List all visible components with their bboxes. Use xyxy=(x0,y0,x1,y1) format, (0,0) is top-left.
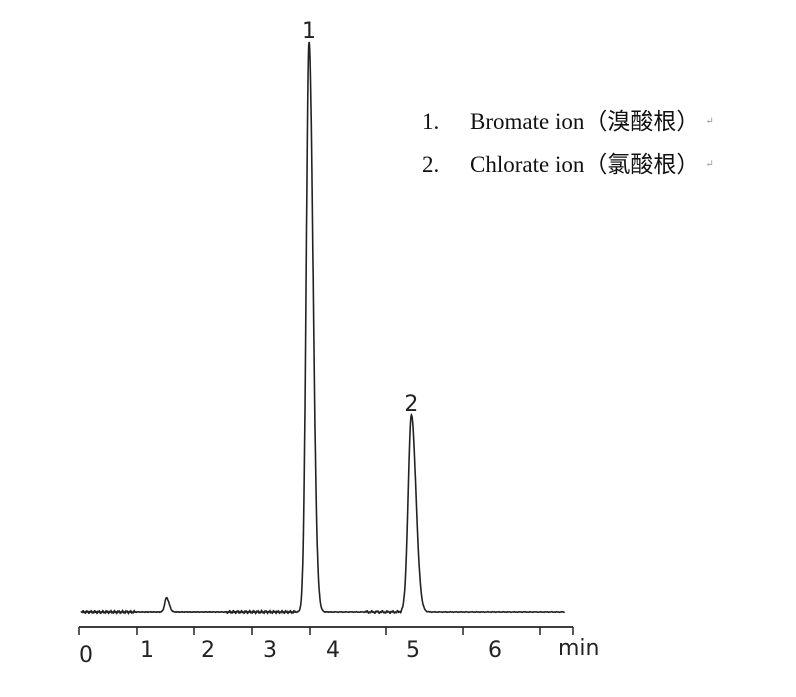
peak-label-1: 1 xyxy=(302,19,316,44)
legend-item-2: 2. Chlorate ion（氯酸根） ↵ xyxy=(422,143,714,186)
chromatogram-trace xyxy=(80,41,565,616)
x-tick-label: 0 xyxy=(79,643,93,668)
legend-number: 2. xyxy=(422,152,440,177)
x-tick-label: 4 xyxy=(326,638,340,663)
x-axis-unit-label: min xyxy=(558,636,600,661)
legend-item-1: 1. Bromate ion（溴酸根） ↵ xyxy=(422,100,714,143)
x-tick-label: 3 xyxy=(263,638,277,663)
legend-text: Chlorate ion（氯酸根） xyxy=(470,152,700,177)
legend-number: 1. xyxy=(422,109,440,134)
return-mark-icon: ↵ xyxy=(705,116,714,127)
x-tick-label: 6 xyxy=(488,638,502,663)
x-tick-label: 5 xyxy=(406,638,420,663)
x-tick-label: 1 xyxy=(140,638,154,663)
legend: 1. Bromate ion（溴酸根） ↵ 2. Chlorate ion（氯酸根… xyxy=(422,100,714,186)
legend-text: Bromate ion（溴酸根） xyxy=(470,109,700,134)
x-axis: 0 1 2 3 4 5 6 xyxy=(78,626,574,668)
return-mark-icon: ↵ xyxy=(705,159,714,170)
peak-label-2: 2 xyxy=(404,392,418,417)
x-tick-label: 2 xyxy=(201,638,215,663)
